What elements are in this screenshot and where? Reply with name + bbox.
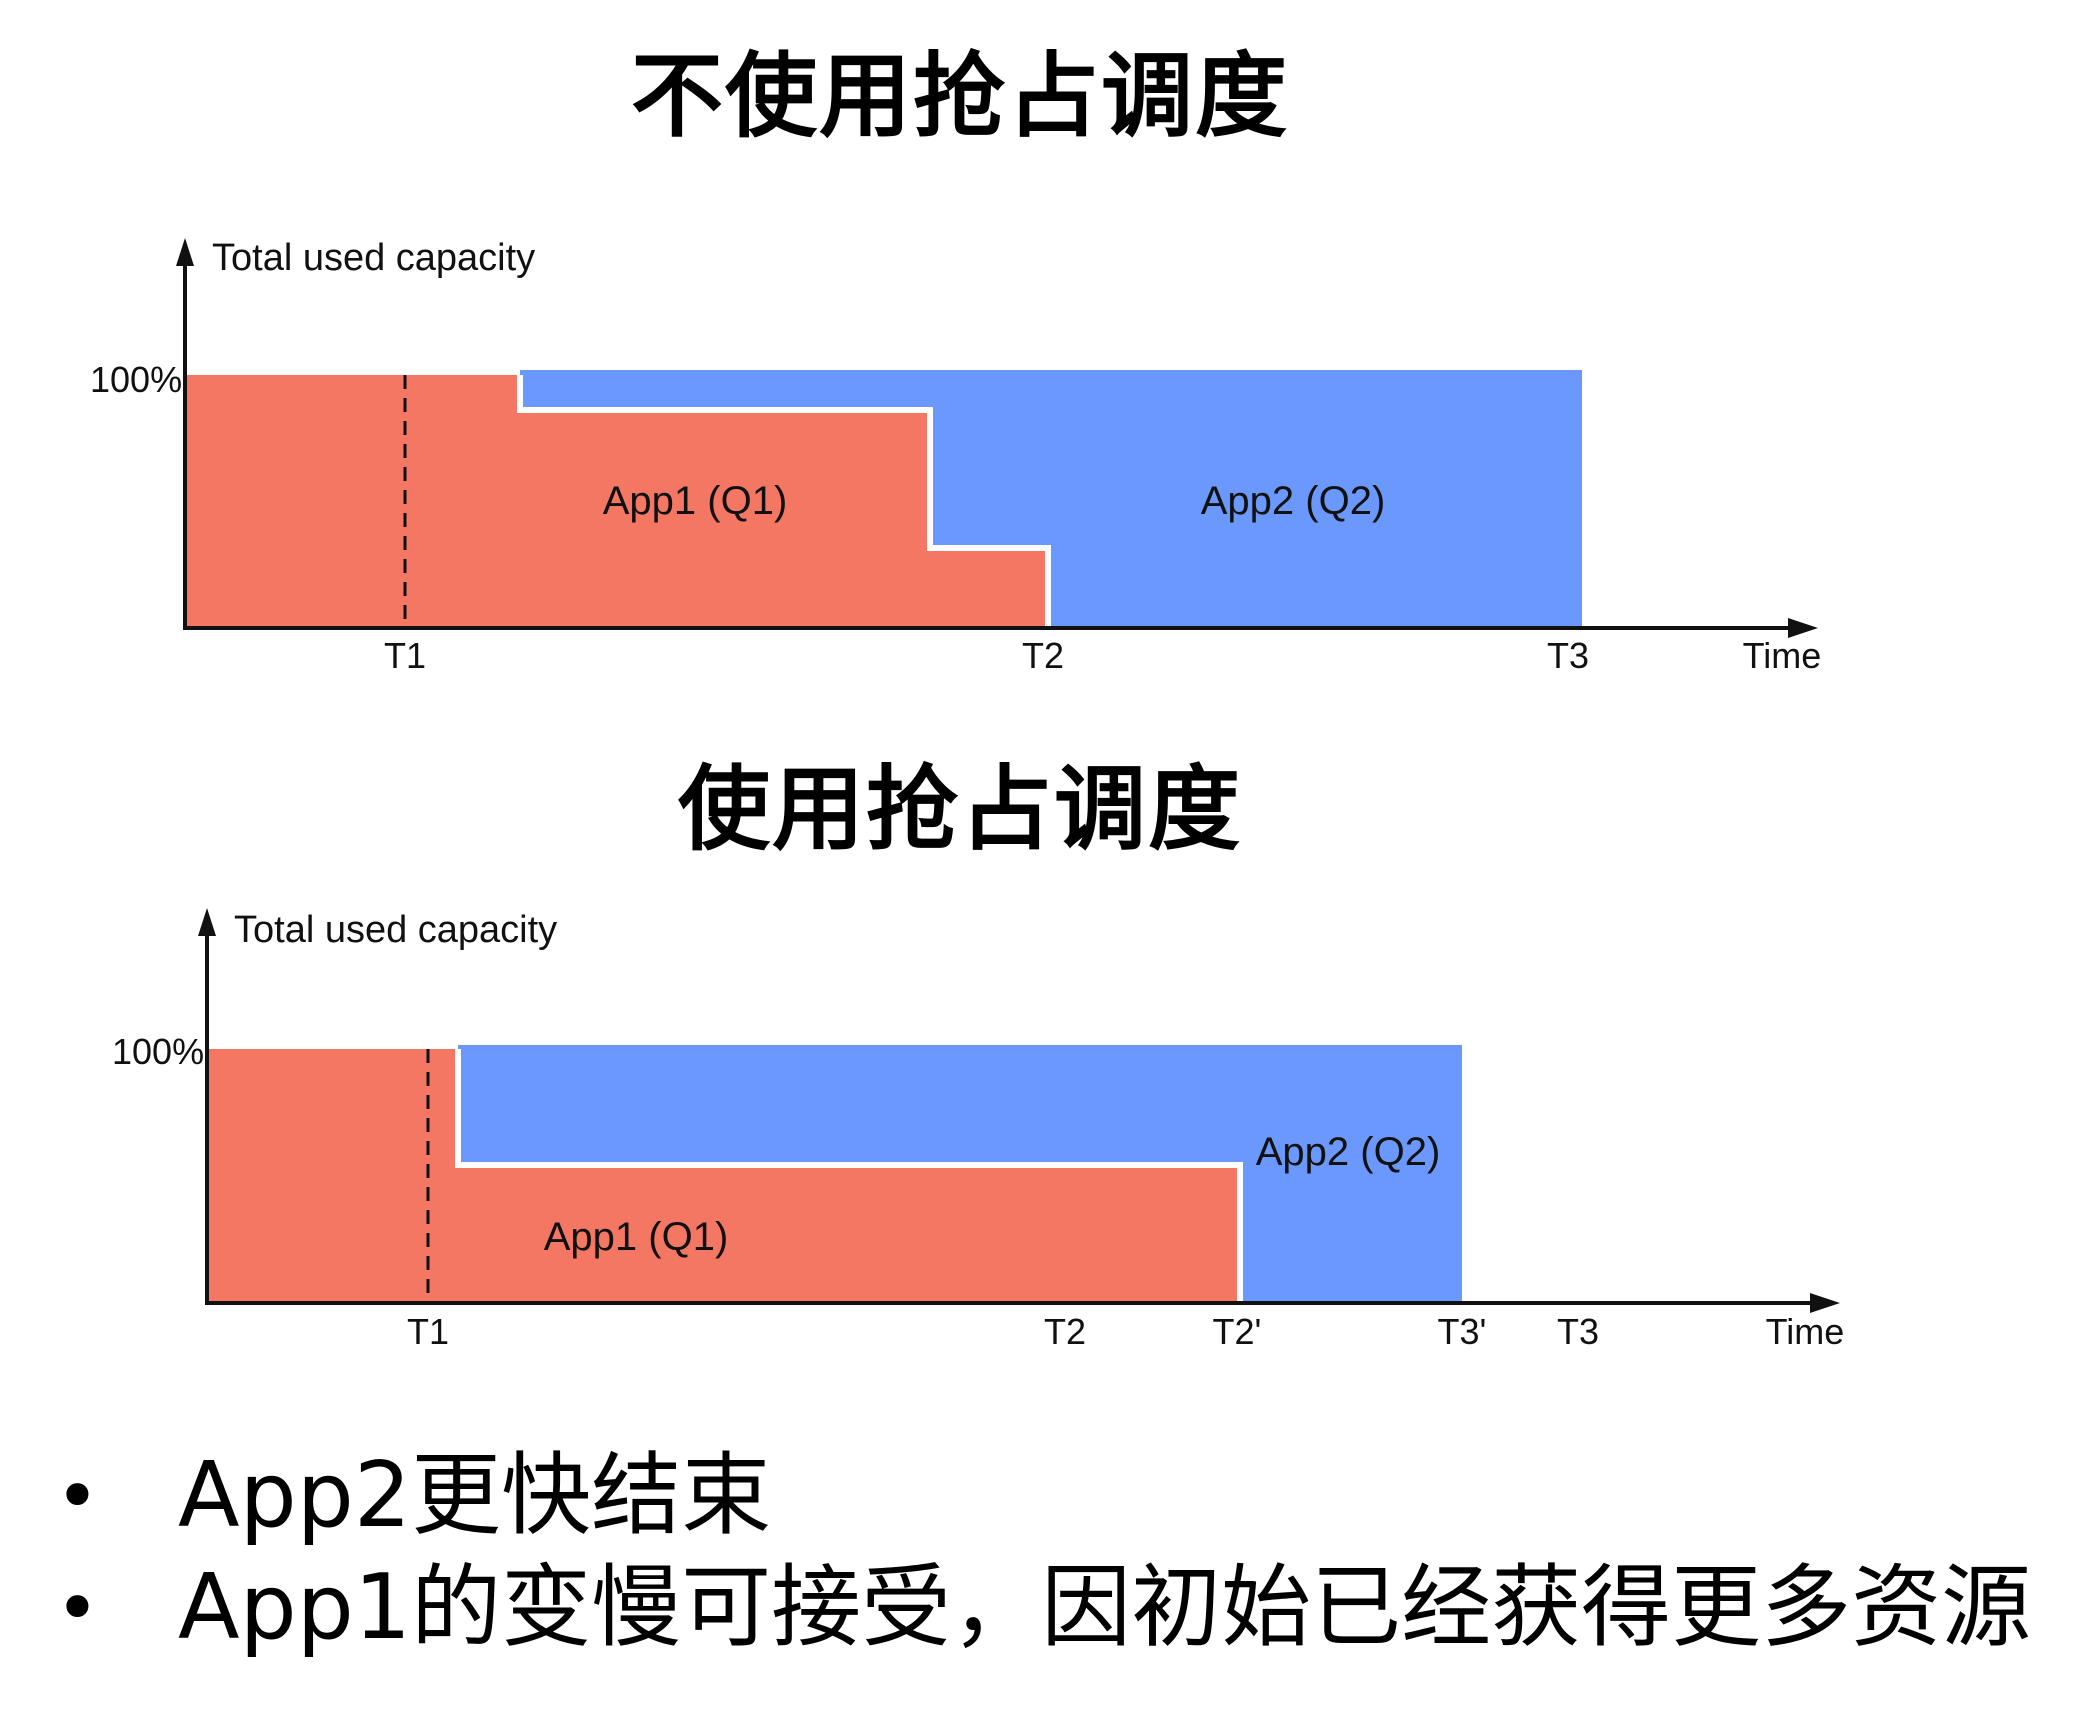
x-axis-label: Time [1743, 635, 1822, 676]
y-axis-label: Total used capacity [212, 237, 535, 279]
x-tick-t2: T2 [1022, 635, 1064, 676]
x-tick-t1: T1 [407, 1311, 449, 1352]
x-axis-label: Time [1766, 1311, 1845, 1352]
y-tick-100: 100% [112, 1031, 204, 1072]
y-tick-100: 100% [90, 359, 182, 400]
series-label-app2: App2 (Q2) [1256, 1130, 1441, 1174]
series-label-app1: App1 (Q1) [603, 479, 788, 523]
y-axis-arrow [176, 238, 194, 266]
chart-title-with-preemption: 使用抢占调度 [677, 756, 1242, 863]
x-tick-t3: T3 [1547, 635, 1589, 676]
app2-area [520, 370, 1582, 627]
x-tick-t2-prime: T2' [1213, 1311, 1262, 1352]
y-axis-arrow [198, 908, 216, 936]
app1-area [207, 1049, 1240, 1302]
x-tick-t1: T1 [384, 635, 426, 676]
app2-area [458, 1045, 1462, 1302]
series-label-app2: App2 (Q2) [1201, 479, 1386, 523]
x-axis-arrow [1810, 1293, 1840, 1313]
bullet-dot-icon: • [55, 1563, 100, 1652]
bullet-text: App2更快结束 [178, 1443, 772, 1548]
app1-area [183, 375, 1048, 627]
x-tick-t2: T2 [1044, 1311, 1086, 1352]
x-axis-arrow [1788, 618, 1818, 638]
chart-with-preemption: Total used capacity 100% App1 (Q1) App2 … [107, 900, 1847, 1355]
x-tick-t3: T3 [1557, 1311, 1599, 1352]
bullet-dot-icon: • [55, 1451, 100, 1540]
chart-title-without-preemption: 不使用抢占调度 [630, 43, 1289, 150]
bullet-text: App1的变慢可接受，因初始已经获得更多资源 [178, 1555, 2032, 1660]
chart-without-preemption: Total used capacity 100% App1 (Q1) App2 … [90, 230, 1847, 680]
y-axis-label: Total used capacity [234, 909, 557, 951]
x-tick-t3-prime: T3' [1438, 1311, 1487, 1352]
series-label-app1: App1 (Q1) [544, 1215, 729, 1259]
